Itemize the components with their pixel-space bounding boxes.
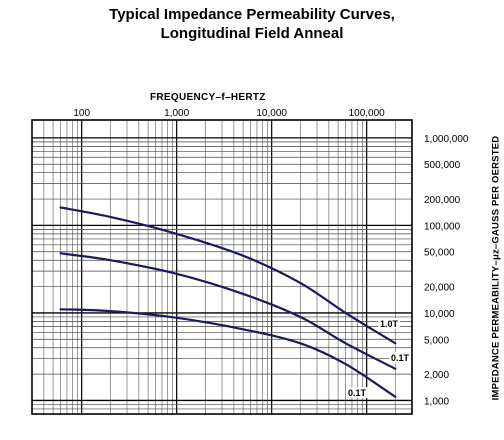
plot-border — [31, 119, 413, 415]
x-tick-label: 1,000 — [164, 108, 189, 119]
x-tick-label: 10,000 — [256, 108, 287, 119]
y-tick-label: 10,000 — [424, 309, 455, 320]
series-label: 0.1T — [348, 388, 367, 398]
series-label-background — [389, 352, 411, 363]
chart-title: Typical Impedance Permeability Curves, — [109, 6, 395, 23]
y-tick-labels: 1,000,000 500,000 200,000 100,000 50,000 20,0… — [424, 134, 469, 408]
series-line-3 — [59, 308, 397, 398]
x-tick-label: 100 — [73, 108, 90, 119]
series-annotations: 1.0T 0.1T 0.1T — [346, 318, 411, 398]
y-tick-label: 200,000 — [424, 195, 461, 206]
chart-subtitle: Longitudinal Field Anneal — [160, 25, 344, 42]
x-axis-label: FREQUENCY–f–HERTZ — [150, 92, 266, 103]
y-tick-label: 100,000 — [424, 221, 461, 232]
y-tick-label: 1,000,000 — [424, 134, 469, 145]
series-label-background — [378, 318, 400, 329]
series-line-1 — [59, 206, 397, 345]
y-tick-label: 50,000 — [424, 248, 455, 259]
plot-frame — [31, 119, 413, 415]
x-tick-label: 100,000 — [349, 108, 386, 119]
series-label-background — [346, 387, 368, 398]
series-lines — [59, 206, 397, 398]
series-label: 1.0T — [380, 319, 399, 329]
y-tick-label: 20,000 — [424, 283, 455, 294]
y-tick-label: 5,000 — [424, 335, 449, 346]
y-tick-label: 500,000 — [424, 160, 461, 171]
x-tick-labels: 100 1,000 10,000 100,000 — [73, 108, 385, 119]
series-label: 0.1T — [391, 353, 410, 363]
grid-lines — [32, 120, 412, 414]
series-line-2 — [59, 252, 397, 370]
y-tick-label: 1,000 — [424, 396, 449, 407]
y-tick-label: 2,000 — [424, 370, 449, 381]
